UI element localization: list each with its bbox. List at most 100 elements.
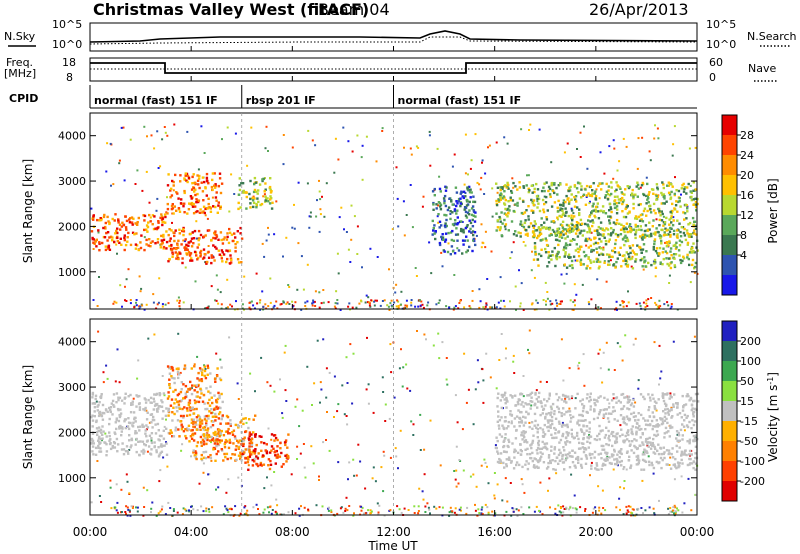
echo-cell	[504, 416, 507, 419]
echo-cell	[502, 393, 506, 397]
ground-scatter-cell	[267, 305, 270, 308]
echo-cell	[665, 251, 669, 255]
echo-cell	[101, 425, 104, 428]
echo-cell	[244, 417, 247, 420]
echo-cell	[217, 184, 220, 188]
echo-cell	[669, 247, 673, 250]
echo-cell	[660, 422, 664, 426]
echo-cell	[146, 411, 149, 414]
echo-cell	[568, 451, 571, 454]
echo-cell	[576, 392, 579, 396]
scatter-cell	[186, 130, 189, 133]
ground-scatter-cell	[200, 505, 203, 508]
echo-cell	[597, 267, 601, 270]
scatter-cell	[166, 196, 168, 199]
echo-cell	[184, 434, 187, 438]
echo-cell	[641, 233, 645, 236]
echo-cell	[578, 212, 581, 215]
echo-cell	[153, 393, 156, 396]
scatter-cell	[217, 486, 220, 489]
scatter-cell	[624, 334, 627, 337]
nsky-tick-bottom: 10^0	[52, 38, 82, 51]
echo-cell	[548, 193, 552, 196]
echo-cell	[91, 432, 95, 435]
echo-cell	[169, 237, 172, 240]
echo-cell	[161, 444, 165, 448]
scatter-cell	[613, 147, 616, 150]
echo-cell	[589, 238, 593, 242]
echo-cell	[95, 427, 99, 430]
echo-cell	[635, 217, 639, 220]
echo-cell	[620, 223, 623, 226]
echo-cell	[637, 457, 640, 460]
scatter-cell	[207, 473, 210, 476]
echo-cell	[656, 449, 659, 452]
echo-cell	[181, 407, 184, 411]
echo-cell	[694, 227, 698, 230]
echo-cell	[657, 443, 660, 446]
scatter-cell	[598, 197, 601, 200]
echo-cell	[444, 222, 447, 225]
echo-cell	[557, 210, 560, 213]
scatter-cell	[325, 367, 328, 370]
echo-cell	[217, 406, 221, 409]
echo-cell	[228, 438, 231, 442]
ground-scatter-cell	[304, 305, 307, 307]
echo-cell	[622, 466, 626, 469]
echo-cell	[677, 189, 681, 193]
scatter-cell	[658, 499, 660, 502]
echo-cell	[181, 261, 184, 265]
echo-cell	[185, 243, 188, 247]
echo-cell	[622, 259, 625, 263]
echo-cell	[644, 449, 647, 452]
echo-cell	[264, 182, 267, 185]
echo-cell	[659, 456, 663, 460]
echo-cell	[273, 439, 276, 442]
echo-cell	[240, 261, 243, 264]
echo-cell	[665, 229, 668, 232]
scatter-cell	[309, 215, 312, 218]
echo-cell	[453, 252, 457, 255]
echo-cell	[629, 464, 633, 467]
echo-cell	[165, 427, 168, 430]
echo-cell	[207, 250, 210, 254]
scatter-cell	[353, 474, 356, 477]
scatter-cell	[689, 281, 692, 284]
echo-cell	[638, 428, 641, 431]
echo-cell	[512, 467, 516, 470]
echo-cell	[548, 228, 551, 231]
echo-cell	[673, 257, 676, 260]
echo-cell	[542, 461, 546, 464]
echo-cell	[553, 426, 556, 430]
echo-cell	[229, 419, 232, 422]
echo-cell	[663, 202, 666, 205]
scatter-cell	[484, 461, 487, 464]
ground-scatter-cell	[205, 307, 208, 310]
echo-cell	[595, 260, 599, 263]
echo-cell	[571, 229, 575, 233]
echo-cell	[561, 393, 565, 397]
colorbar-tick-label: 24	[740, 149, 754, 162]
echo-cell	[167, 173, 170, 176]
ground-scatter-cell	[424, 505, 427, 508]
echo-cell	[287, 433, 290, 436]
echo-cell	[658, 252, 661, 255]
echo-cell	[239, 455, 242, 458]
echo-cell	[132, 217, 135, 220]
echo-cell	[601, 464, 604, 467]
scatter-cell	[647, 298, 650, 301]
echo-cell	[629, 227, 632, 230]
echo-cell	[556, 238, 559, 242]
ground-scatter-cell	[374, 299, 377, 302]
echo-cell	[553, 452, 556, 455]
echo-cell	[248, 433, 251, 436]
echo-cell	[499, 192, 503, 195]
echo-cell	[507, 445, 510, 449]
scatter-cell	[461, 428, 464, 431]
ground-scatter-cell	[318, 306, 321, 309]
scatter-cell	[453, 153, 456, 156]
ground-scatter-cell	[344, 507, 347, 510]
scatter-cell	[523, 491, 526, 494]
echo-cell	[653, 445, 656, 449]
echo-cell	[643, 453, 646, 456]
